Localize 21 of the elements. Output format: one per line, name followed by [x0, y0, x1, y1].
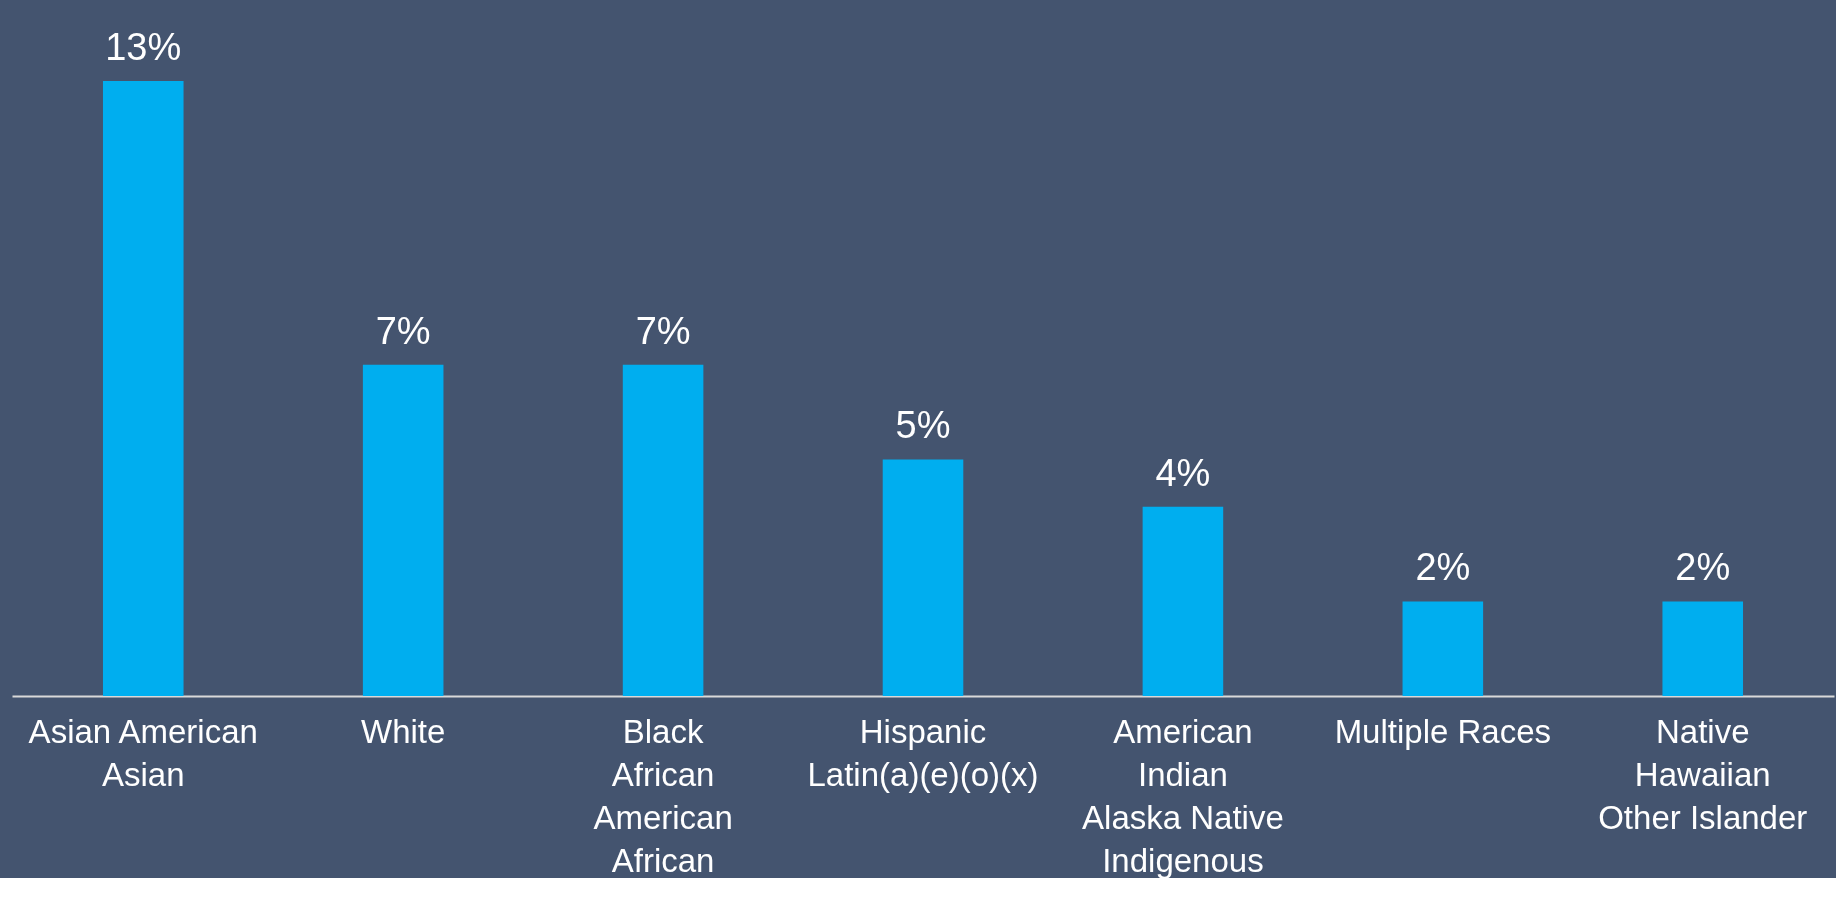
- data-label: 7%: [375, 309, 431, 352]
- data-label: 13%: [105, 26, 182, 68]
- x-tick-label: Native Hawaiian Other Islander: [1598, 712, 1808, 836]
- x-tick-label: Hispanic Latin(a)(e)(o)(x): [807, 712, 1039, 793]
- data-label: 4%: [1155, 451, 1211, 494]
- x-tick-label: American Indian Alaska Native Indigenous: [1082, 712, 1284, 879]
- x-tick-label: Black African American African: [593, 712, 733, 879]
- bar: [622, 364, 704, 696]
- x-tick-label: Asian American Asian: [28, 712, 258, 793]
- bar: [1142, 506, 1224, 696]
- bar: [1402, 601, 1484, 696]
- bar: [362, 364, 444, 696]
- bar: [882, 459, 964, 696]
- x-tick-label: White: [360, 712, 446, 750]
- x-tick-label: Multiple Races: [1334, 712, 1552, 750]
- data-label: 2%: [1415, 546, 1471, 589]
- data-label: 7%: [635, 309, 691, 352]
- bar: [102, 81, 184, 696]
- data-label: 2%: [1675, 546, 1731, 589]
- bar: [1662, 601, 1744, 696]
- data-label: 5%: [895, 404, 951, 447]
